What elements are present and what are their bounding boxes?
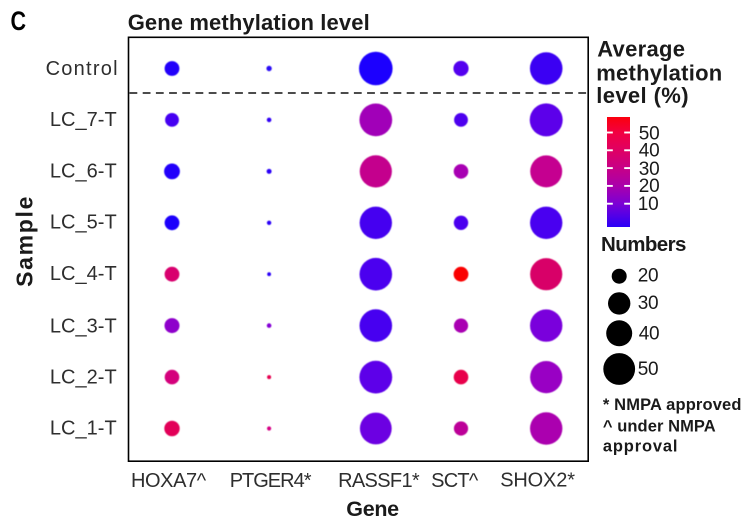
svg-text:Control: Control <box>46 58 119 80</box>
svg-text:10: 10 <box>638 194 659 215</box>
svg-text:PTGER4*: PTGER4* <box>230 470 312 492</box>
svg-text:SCT^: SCT^ <box>431 470 479 492</box>
svg-text:LC_6-T: LC_6-T <box>50 161 117 183</box>
svg-text:Numbers: Numbers <box>601 233 686 256</box>
svg-text:30: 30 <box>638 293 659 314</box>
svg-text:LC_1-T: LC_1-T <box>50 418 117 440</box>
svg-text:40: 40 <box>639 324 660 345</box>
svg-text:LC_4-T: LC_4-T <box>50 263 117 285</box>
svg-text:Gene methylation level: Gene methylation level <box>128 10 370 35</box>
svg-text:20: 20 <box>639 176 660 197</box>
svg-text:30: 30 <box>639 159 660 180</box>
svg-text:50: 50 <box>639 123 660 144</box>
svg-text:* NMPA approved: * NMPA approved <box>603 396 742 414</box>
svg-text:SHOX2*: SHOX2* <box>500 470 575 492</box>
svg-text:HOXA7^: HOXA7^ <box>131 470 207 492</box>
svg-text:Sample: Sample <box>12 195 38 287</box>
svg-text:RASSF1*: RASSF1* <box>338 470 420 492</box>
svg-text:C: C <box>10 7 26 37</box>
svg-text:50: 50 <box>638 359 659 380</box>
svg-text:LC_5-T: LC_5-T <box>50 212 117 234</box>
svg-text:LC_3-T: LC_3-T <box>50 315 117 337</box>
svg-text:20: 20 <box>638 265 659 286</box>
svg-text:LC_2-T: LC_2-T <box>50 366 117 388</box>
svg-text:methylation: methylation <box>596 60 722 85</box>
svg-text:Average: Average <box>597 37 685 62</box>
svg-text:^ under NMPA: ^ under NMPA <box>603 418 716 436</box>
svg-text:40: 40 <box>639 141 660 162</box>
svg-text:level (%): level (%) <box>596 83 689 108</box>
svg-text:Gene: Gene <box>346 497 399 521</box>
svg-text:approval: approval <box>603 437 678 455</box>
svg-text:LC_7-T: LC_7-T <box>50 109 117 131</box>
